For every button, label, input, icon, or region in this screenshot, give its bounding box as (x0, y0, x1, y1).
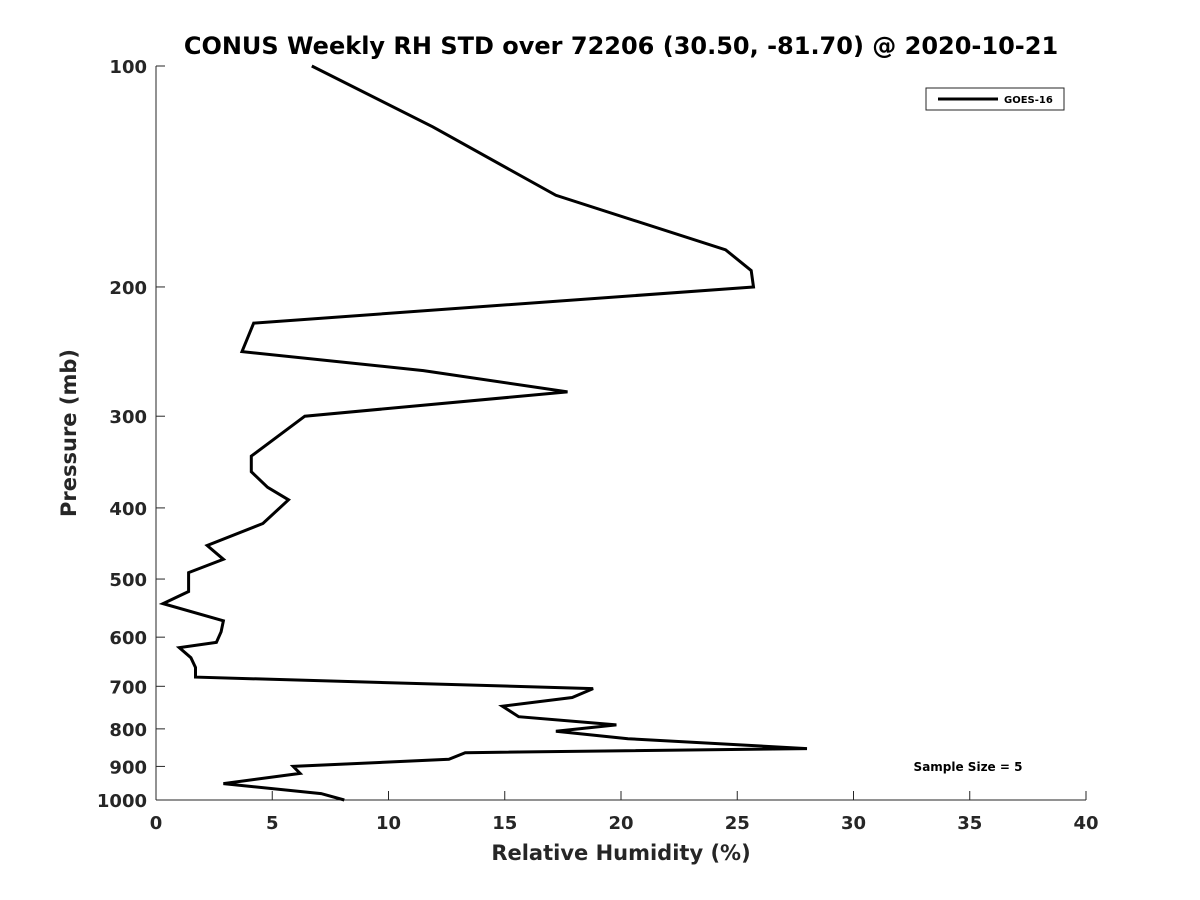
y-tick-label: 600 (109, 628, 147, 649)
x-tick-label: 40 (1073, 813, 1098, 834)
x-tick-label: 20 (608, 813, 633, 834)
x-axis-ticks: 0 5 10 15 20 25 30 35 40 (150, 791, 1099, 834)
x-tick-label: 0 (150, 813, 163, 834)
x-tick-label: 15 (492, 813, 517, 834)
y-axis-label: Pressure (mb) (57, 349, 81, 517)
x-tick-label: 30 (841, 813, 866, 834)
legend-label-goes-16: GOES-16 (1004, 95, 1053, 106)
x-tick-label: 10 (376, 813, 401, 834)
y-tick-label: 400 (109, 499, 147, 520)
x-tick-label: 5 (266, 813, 279, 834)
sample-size-annotation: Sample Size = 5 (914, 760, 1023, 774)
y-axis-ticks: 100 200 300 400 500 600 700 800 900 1000 (97, 57, 165, 812)
plot-series (158, 64, 808, 802)
y-tick-label: 1000 (97, 791, 147, 812)
x-axis-label: Relative Humidity (%) (491, 841, 750, 865)
series-line-goes-16 (158, 64, 808, 802)
x-tick-label: 35 (957, 813, 982, 834)
y-tick-label: 900 (109, 757, 147, 778)
chart-title: CONUS Weekly RH STD over 72206 (30.50, -… (184, 32, 1058, 60)
y-tick-label: 500 (109, 570, 147, 591)
y-tick-label: 200 (109, 278, 147, 299)
y-tick-label: 100 (109, 57, 147, 78)
y-tick-label: 800 (109, 720, 147, 741)
y-tick-label: 700 (109, 677, 147, 698)
legend: GOES-16 (925, 87, 1065, 111)
x-tick-label: 25 (725, 813, 750, 834)
y-tick-label: 300 (109, 407, 147, 428)
